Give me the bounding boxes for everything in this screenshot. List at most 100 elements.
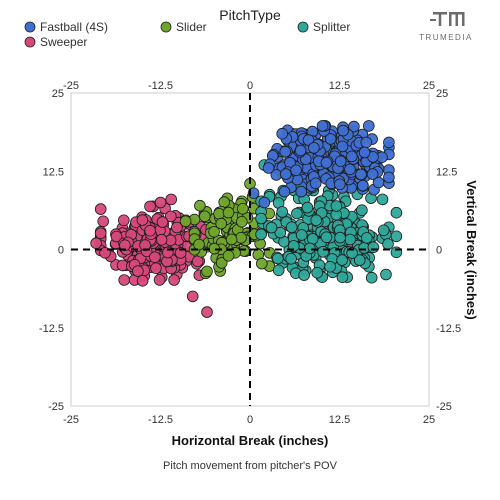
data-point [208,226,220,238]
data-point [324,260,336,273]
data-point [356,179,369,192]
data-point [279,145,292,158]
data-point [132,265,144,277]
data-point [222,250,235,262]
x-tick-label-top: 25 [423,80,435,92]
series-points [255,159,403,284]
data-point [118,214,130,227]
legend-label: Splitter [313,20,350,34]
x-tick-label-bottom: 12.5 [329,414,350,426]
data-point [383,136,395,149]
data-point [213,208,225,220]
legend: PitchType Fastball (4S) Slider Splitter Swe… [24,7,350,49]
data-point [309,177,322,190]
legend-label: Fastball (4S) [40,20,108,34]
data-point [301,201,314,214]
data-point [237,203,249,215]
data-point [154,196,167,209]
data-point [119,239,131,252]
data-point [330,200,343,212]
data-point [179,215,192,228]
data-point [337,124,349,137]
data-point [255,228,267,241]
data-point [303,242,316,255]
data-point [136,214,149,226]
data-point [377,224,390,237]
data-point [324,133,337,145]
data-point [276,127,289,140]
data-point [311,266,324,279]
data-point [316,120,329,132]
data-point [94,203,107,215]
data-point [380,268,392,281]
data-point [110,230,123,243]
data-point [199,210,211,223]
data-point [262,162,275,174]
data-point [345,150,358,163]
legend-marker [297,21,309,33]
data-point [215,257,228,269]
reference-lines [71,93,429,406]
data-point [365,271,378,284]
data-point [336,254,348,266]
data-point [310,214,323,227]
data-point [317,246,329,258]
data-point [333,178,346,191]
data-point [150,262,162,275]
data-point [94,227,107,240]
data-point [272,264,285,277]
data-point [383,171,395,184]
series-points [179,178,276,280]
data-points [90,120,403,318]
data-point [278,185,291,198]
data-point [156,216,169,228]
data-point [222,206,235,219]
data-point [334,231,346,244]
data-point [358,146,371,159]
logo-text: TRUMEDIA [419,33,473,42]
data-point [171,221,183,234]
data-point [271,252,284,265]
data-point [153,274,166,286]
y-tick-label-left: -25 [48,401,64,413]
data-point [218,196,231,208]
data-point [194,199,206,212]
data-point [336,140,349,153]
series-points [247,120,395,209]
data-point [225,233,238,246]
legend-title: PitchType [219,7,281,23]
data-point [258,196,271,209]
data-point [90,237,102,250]
data-point [290,164,302,177]
data-point [353,254,366,266]
data-point [265,221,278,234]
data-point [295,229,308,241]
data-point [360,136,373,149]
data-point [144,224,156,237]
trumedia-logo: TRUMEDIA [419,12,473,42]
data-point [355,168,367,181]
x-tick-label-bottom: 25 [423,414,435,426]
data-point [149,251,161,264]
data-point [344,233,356,246]
data-point [334,155,347,168]
data-point [367,241,380,254]
legend-items: Fastball (4S) Slider Splitter Sweeper [24,20,350,49]
data-point [308,142,320,154]
legend-marker [160,21,172,33]
data-point [276,206,289,218]
x-tick-label-top: 0 [247,80,253,92]
data-point [356,204,368,217]
data-point [144,200,156,213]
legend-label: Slider [176,20,207,34]
y-tick-label-left: 0 [58,245,64,257]
data-point [376,193,389,206]
data-point [193,238,205,251]
data-point [366,168,379,180]
y-tick-label-right: 0 [436,245,442,257]
data-point [382,238,394,250]
y-tick-label-right: -25 [436,401,452,413]
x-tick-label-top: -25 [63,80,79,92]
